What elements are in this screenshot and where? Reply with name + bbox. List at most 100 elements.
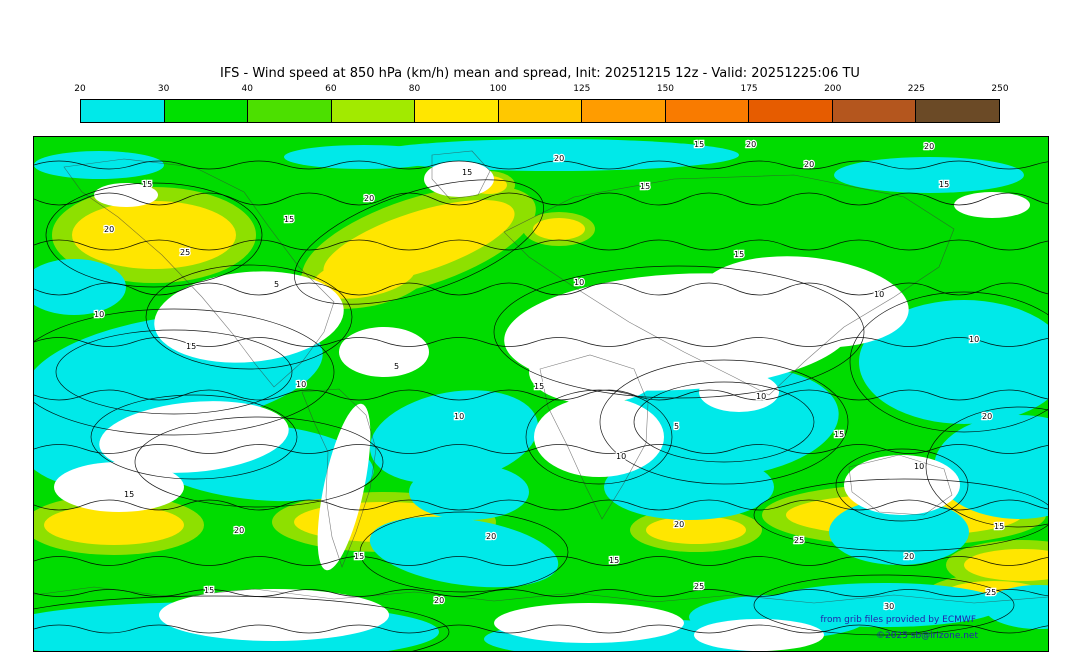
contour-label: 15 xyxy=(284,215,294,224)
spread-contour-line xyxy=(34,444,1048,454)
spread-contour-rings-layer xyxy=(34,179,1048,651)
fill-cyan-layer-shape xyxy=(284,145,444,169)
colorbar: 20 30 40 60 80 100 125 150 175 200 225 250 xyxy=(74,84,1009,123)
contour-label: 25 xyxy=(694,582,704,591)
coastlines-layer-shape xyxy=(34,586,1048,604)
contour-label: 5 xyxy=(394,362,399,371)
colorbar-tick-label: 225 xyxy=(907,84,925,94)
spread-contour-line xyxy=(34,337,1048,347)
colorbar-tick-label: 250 xyxy=(991,84,1009,94)
spread-contour-rings-layer-shape xyxy=(359,511,569,593)
spread-contour-lines-layer xyxy=(34,160,1048,634)
contour-label: 20 xyxy=(434,596,444,605)
contour-label: 10 xyxy=(969,335,979,344)
colorbar-segment xyxy=(415,100,499,122)
contour-label: 15 xyxy=(462,168,472,177)
contour-label: 15 xyxy=(204,586,214,595)
contour-label: 15 xyxy=(124,490,134,499)
contour-label: 15 xyxy=(640,182,650,191)
colorbar-segment xyxy=(665,100,750,122)
spread-contour-rings-layer-shape xyxy=(849,291,1048,433)
contour-label: 5 xyxy=(274,280,279,289)
credit-copyright: ©2025 sb@irizone.net xyxy=(876,631,978,641)
fill-yellow-layer-shape xyxy=(646,516,746,544)
colorbar-tick-label: 200 xyxy=(824,84,842,94)
colorbar-ticks: 20 30 40 60 80 100 125 150 175 200 225 250 xyxy=(74,84,1008,99)
contour-label: 25 xyxy=(794,536,804,545)
colorbar-tick-label: 125 xyxy=(573,84,591,94)
colorbar-segment xyxy=(916,100,1000,122)
spread-contour-rings-layer-shape xyxy=(34,595,450,651)
fill-cyan-layer-shape xyxy=(984,585,1048,629)
spread-contour-rings-layer-shape xyxy=(55,329,293,415)
colorbar-tick-label: 80 xyxy=(408,84,421,94)
contour-label: 15 xyxy=(534,382,544,391)
contour-label: 10 xyxy=(914,462,924,471)
contour-label: 20 xyxy=(234,526,244,535)
contour-label: 15 xyxy=(834,430,844,439)
spread-contour-rings-layer-shape xyxy=(90,394,298,480)
colorbar-segment xyxy=(248,100,332,122)
spread-contour-line xyxy=(34,589,1048,597)
colorbar-tick-label: 20 xyxy=(74,84,86,94)
coastlines-layer-shape xyxy=(431,150,491,200)
fill-yellow-layer-shape xyxy=(44,505,184,545)
spread-contour-line xyxy=(34,160,1048,170)
colorbar-segment xyxy=(749,100,833,122)
credit-provider: from grib files provided by ECMWF xyxy=(820,615,976,625)
contour-label: 15 xyxy=(939,180,949,189)
contour-label: 20 xyxy=(364,194,374,203)
colorbar-tick-label: 30 xyxy=(157,84,170,94)
spread-contour-rings-layer-shape xyxy=(34,308,335,436)
colorbar-tick-label: 175 xyxy=(740,84,758,94)
fill-cyan-layer-shape xyxy=(369,390,539,484)
fill-white-layer-shape xyxy=(699,256,909,348)
colorbar-segment xyxy=(331,100,416,122)
spread-contour-rings-layer-shape xyxy=(633,381,815,463)
spread-contour-line xyxy=(34,499,1048,511)
contour-label: 10 xyxy=(874,290,884,299)
fill-white-layer-shape xyxy=(844,455,960,515)
fill-white-layer-shape xyxy=(534,397,664,477)
fill-cyan-layer-shape xyxy=(369,516,559,588)
contour-label: 10 xyxy=(454,412,464,421)
spread-contour-line xyxy=(34,282,1048,296)
contour-label: 25 xyxy=(986,588,996,597)
contour-label: 10 xyxy=(616,452,626,461)
coastlines-layer-shape xyxy=(301,388,377,568)
coastlines-layer-shape xyxy=(848,454,953,516)
map-canvas: 15 20 20 15 20 25 15 20 15 20 15 20 15 5 10 15 10 10 10 15 1… xyxy=(34,137,1048,651)
spread-contour-line xyxy=(34,192,1048,206)
contour-label: 15 xyxy=(694,140,704,149)
colorbar-segment xyxy=(582,100,666,122)
fill-yellow-layer-shape xyxy=(312,255,416,299)
fill-cyan-layer-shape xyxy=(834,157,1024,193)
fill-white-layer-shape xyxy=(529,340,659,404)
fill-white-layer xyxy=(54,161,1030,651)
contour-label: 20 xyxy=(746,140,756,149)
spread-contour-rings-layer-shape xyxy=(145,264,353,370)
contour-label: 30 xyxy=(884,602,894,611)
fill-white-layer-shape xyxy=(424,161,494,197)
colorbar-segments xyxy=(80,99,1000,123)
spread-contour-rings-layer-shape xyxy=(599,359,849,485)
contour-labels-layer: 15 20 20 15 20 25 15 20 15 20 15 20 15 5 10 15 10 10 10 15 1… xyxy=(93,139,1006,613)
colorbar-tick-label: 150 xyxy=(656,84,675,94)
contour-label: 15 xyxy=(994,522,1004,531)
spread-contour-rings-layer-shape xyxy=(134,416,384,508)
fill-cyan-layer-shape xyxy=(409,464,529,520)
fill-white-layer-shape xyxy=(99,401,289,473)
contour-label: 20 xyxy=(104,225,114,234)
spread-contour-line xyxy=(34,624,1048,634)
fill-white-layer-shape xyxy=(154,271,344,363)
fill-cyan-layer-shape xyxy=(34,259,126,315)
contour-label: 20 xyxy=(674,520,684,529)
contour-label: 15 xyxy=(354,552,364,561)
spread-contour-rings-layer-shape xyxy=(294,179,544,305)
contour-label: 10 xyxy=(94,310,104,319)
colorbar-segment xyxy=(498,100,583,122)
colorbar-tick-label: 100 xyxy=(489,84,507,94)
spread-contour-rings-layer-shape xyxy=(45,182,263,288)
spread-contour-rings-layer-shape xyxy=(753,574,1015,636)
